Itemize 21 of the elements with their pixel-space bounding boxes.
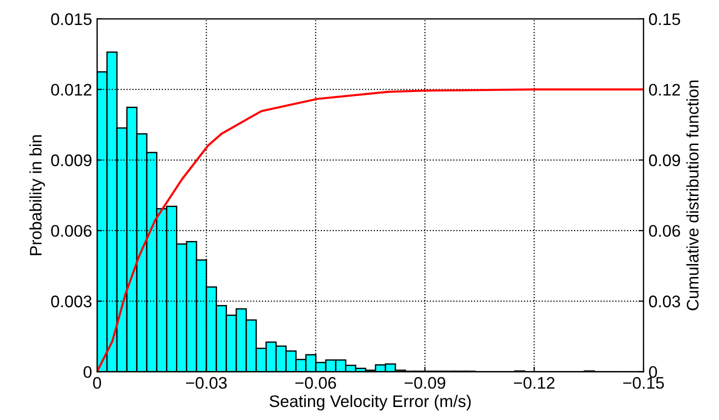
y2-tick-label: 0.15	[649, 13, 680, 26]
x-tick-label: −0.15	[623, 377, 664, 389]
y2-axis-title: Cumulative distribution function	[686, 80, 699, 310]
y-tick-label: 0.009	[51, 154, 92, 166]
y2-tick-label: 0.06	[649, 224, 680, 237]
x-tick-label: −0.09	[404, 377, 446, 389]
y-tick-label: 0	[84, 366, 92, 378]
y-tick-label: 0.015	[51, 13, 92, 26]
x-tick-label: −0.03	[186, 377, 227, 389]
y2-tick-label: 0.09	[649, 154, 680, 166]
y2-tick-label: 0.12	[649, 84, 680, 96]
y2-tick-label: 0.03	[649, 296, 680, 308]
y-axis-title: Probability in bin	[29, 135, 45, 256]
x-tick-label: −0.12	[514, 377, 554, 389]
y2-tick-label: 0	[649, 366, 657, 378]
y-tick-label: 0.006	[51, 224, 92, 237]
y-tick-label: 0.003	[51, 296, 92, 308]
x-tick-label: −0.06	[295, 377, 336, 389]
x-tick-label: 0	[93, 377, 102, 389]
y-tick-label: 0.012	[51, 84, 92, 96]
x-axis-title: Seating Velocity Error (m/s)	[270, 394, 471, 410]
